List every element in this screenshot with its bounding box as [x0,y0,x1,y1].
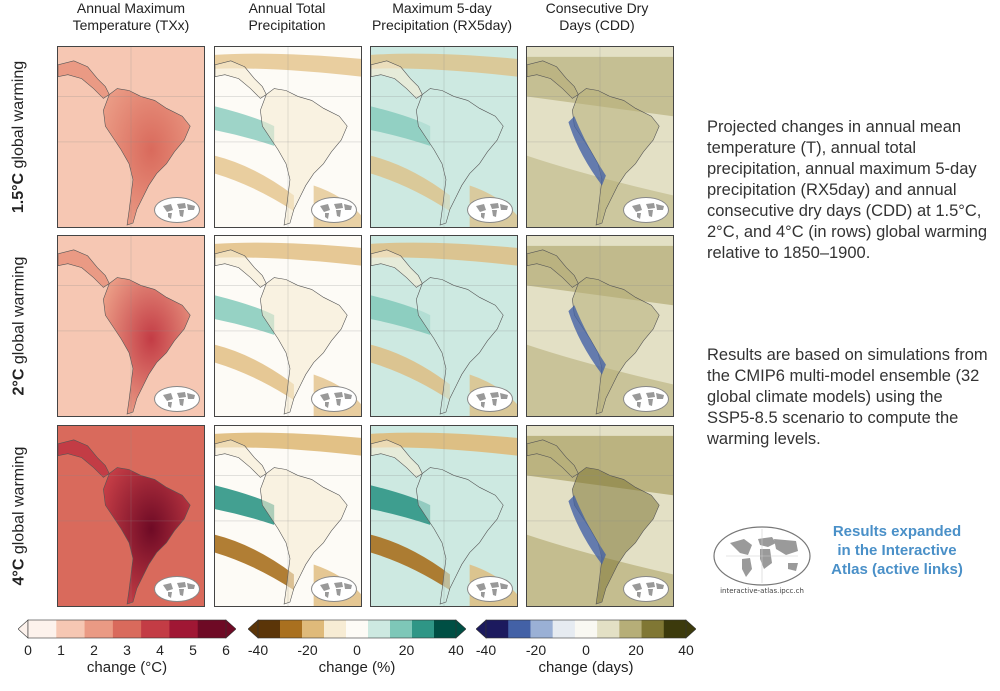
row-suffix: global warming [10,60,28,173]
map-panel-rx5day-4c[interactable] [370,425,518,607]
map-panel-precip-2c[interactable] [214,235,362,417]
mini-globe-icon [311,386,357,412]
mini-globe-icon [154,386,200,412]
map-panel-txx-2c[interactable] [57,235,205,417]
column-title-line2: Precipitation (RX5day) [371,17,513,33]
column-title-line2: Days (CDD) [559,17,635,33]
column-title-line1: Annual Maximum [76,0,186,16]
colorbar-temperature [18,619,236,639]
row-level: 2°C [10,368,28,396]
colorbar-label: change (%) [318,659,396,676]
column-title-line1: Consecutive Dry [545,0,649,16]
colorbar-tick-label: -20 [525,642,547,658]
colorbar-label: change (°C) [86,659,168,676]
map-panel-precip-1-5c[interactable] [214,46,362,228]
colorbar-precipitation [248,619,466,639]
map-precip [215,47,361,227]
mini-globe-icon [623,576,669,602]
atlas-url: interactive-atlas.ipcc.ch [720,587,804,595]
colorbar-tick-label: 6 [222,642,230,658]
column-title-rx5day: Maximum 5-day Precipitation (RX5day) [364,0,520,34]
column-title-line1: Annual Total [248,0,326,16]
map-panel-rx5day-2c[interactable] [370,235,518,417]
row-suffix: global warming [10,446,28,559]
colorbar-tick-label: 40 [448,642,464,658]
map-precip [215,236,361,416]
colorbar-tick-label: -20 [297,642,318,658]
colorbar-label: change (days) [538,659,634,676]
interactive-atlas-link[interactable]: Results expanded in the Interactive Atla… [812,522,982,579]
colorbar-tick-label: 40 [678,642,694,658]
colorbar-tick-label: 1 [57,642,65,658]
colorbar-tick-label: 4 [156,642,164,658]
map-panel-txx-1-5c[interactable] [57,46,205,228]
row-level: 4°C [10,558,28,586]
mini-globe-icon [467,197,513,223]
colorbar-tick-label: 5 [189,642,197,658]
description-paragraph-2: Results are based on simulations from th… [707,346,988,448]
colorbar-tick-label: -40 [475,642,497,658]
column-title-precip: Annual Total Precipitation [209,0,365,34]
mini-globe-icon [623,386,669,412]
colorbar-tick-label: 20 [628,642,644,658]
colorbar-tick-label: -40 [247,642,269,658]
column-title-line1: Maximum 5-day [392,0,492,16]
atlas-link-line1: Results expanded [832,523,962,540]
colorbar-tick-label: 3 [123,642,131,658]
colorbar-tick-label: 20 [398,642,415,658]
description-paragraph-1: Projected changes in annual mean tempera… [707,118,988,262]
atlas-link-line2: in the Interactive [837,542,957,559]
column-title-line2: Precipitation [248,17,326,33]
map-panel-rx5day-1-5c[interactable] [370,46,518,228]
mini-globe-icon [467,386,513,412]
row-label-4c: 4°C global warming [4,425,34,607]
map-panel-cdd-4c[interactable] [526,425,674,607]
column-title-txx: Annual Maximum Temperature (TXx) [53,0,209,34]
map-panel-precip-4c[interactable] [214,425,362,607]
row-label-2c: 2°C global warming [4,235,34,417]
colorbar-tick-label: 0 [582,642,590,658]
column-title-line2: Temperature (TXx) [72,17,190,33]
mini-globe-icon [311,576,357,602]
colorbar-tick-label: 0 [353,642,361,658]
map-panel-txx-4c[interactable] [57,425,205,607]
mini-globe-icon [467,576,513,602]
mini-globe-icon [311,197,357,223]
row-level: 1.5°C [10,172,28,214]
mini-globe-icon [623,197,669,223]
map-rx5day [371,47,517,227]
map-panel-cdd-2c[interactable] [526,235,674,417]
map-panel-cdd-1-5c[interactable] [526,46,674,228]
colorbar-tick-label: 0 [24,642,32,658]
colorbar-tick-label: 2 [90,642,98,658]
column-title-cdd: Consecutive Dry Days (CDD) [519,0,675,34]
colorbar-dry-days [476,619,696,639]
interactive-atlas-logo[interactable] [712,525,812,587]
mini-globe-icon [154,197,200,223]
row-label-1-5c: 1.5°C global warming [4,46,34,228]
mini-globe-icon [154,576,200,602]
row-suffix: global warming [10,256,28,369]
atlas-link-line3: Atlas (active links) [831,561,963,578]
